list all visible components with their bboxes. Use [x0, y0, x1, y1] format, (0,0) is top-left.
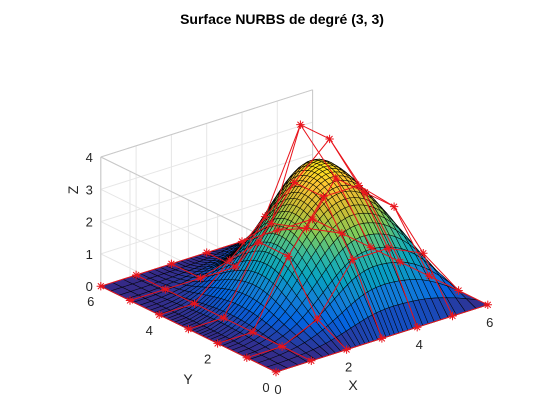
control-point-marker	[342, 345, 351, 354]
control-point-marker	[267, 219, 276, 228]
control-net	[96, 120, 492, 377]
control-point-marker	[454, 286, 463, 295]
chart-title: Surface NURBS de degré (3, 3)	[180, 11, 384, 27]
z-axis-label: Z	[65, 185, 81, 194]
z-tick-label: 2	[86, 215, 93, 230]
control-point-marker	[319, 192, 328, 201]
control-point-marker	[202, 248, 211, 257]
control-point-marker	[313, 314, 322, 324]
control-point-marker	[383, 244, 393, 253]
axis-box-edge	[100, 156, 277, 244]
x-tick-label: 2	[345, 360, 352, 375]
control-point-marker	[190, 299, 199, 308]
control-point-marker	[271, 367, 281, 377]
control-point-marker	[231, 262, 241, 272]
control-point-marker	[155, 310, 164, 319]
axis-box-edge	[100, 89, 313, 158]
z-tick-label: 3	[86, 182, 93, 197]
control-point-marker	[184, 324, 193, 334]
control-point-marker	[219, 313, 228, 323]
x-tick-label: 0	[274, 382, 281, 397]
grid-line	[100, 121, 313, 190]
control-point-marker	[167, 259, 176, 268]
control-point-marker	[213, 339, 222, 348]
control-point-marker	[296, 120, 305, 129]
control-point-marker	[413, 323, 422, 332]
control-point-marker	[337, 229, 346, 238]
control-point-marker	[242, 353, 251, 362]
control-point-marker	[96, 282, 105, 291]
control-point-marker	[377, 334, 387, 343]
control-point-marker	[248, 328, 258, 337]
control-point-marker	[196, 273, 205, 283]
control-point-marker	[354, 181, 363, 190]
control-point-marker	[348, 255, 357, 264]
x-tick-label: 6	[486, 315, 493, 330]
control-point-marker	[254, 237, 264, 247]
y-tick-label: 0	[262, 380, 269, 395]
control-point-marker	[389, 202, 399, 211]
x-axis-label: X	[348, 377, 358, 393]
grid-line	[100, 153, 313, 223]
control-point-marker	[302, 224, 311, 233]
z-tick-label: 4	[86, 150, 93, 165]
control-point-marker	[307, 356, 316, 365]
control-point-marker	[131, 270, 141, 280]
control-point-marker	[419, 249, 428, 258]
control-point-marker	[284, 252, 293, 261]
control-point-marker	[161, 285, 170, 294]
control-point-marker	[331, 173, 340, 183]
control-point-marker	[308, 214, 317, 224]
control-point-marker	[125, 296, 135, 305]
control-point-marker	[325, 134, 334, 144]
x-tick-label: 4	[416, 337, 423, 352]
control-point-marker	[425, 272, 434, 281]
z-tick-label: 0	[86, 279, 93, 294]
control-point-marker	[260, 212, 270, 221]
y-axis-label: Y	[183, 371, 193, 387]
control-point-marker	[237, 237, 247, 246]
control-point-marker	[273, 226, 282, 235]
control-point-marker	[396, 257, 405, 267]
control-point-marker	[277, 342, 287, 351]
control-point-marker	[366, 243, 376, 252]
control-point-marker	[290, 178, 299, 187]
y-tick-label: 4	[146, 323, 153, 338]
control-point-marker	[225, 255, 234, 265]
control-point-marker	[360, 188, 370, 197]
z-tick-label: 1	[86, 247, 93, 262]
control-point-marker	[483, 300, 492, 309]
y-tick-label: 6	[87, 294, 94, 309]
y-tick-label: 2	[204, 351, 211, 366]
control-point-marker	[448, 311, 457, 321]
